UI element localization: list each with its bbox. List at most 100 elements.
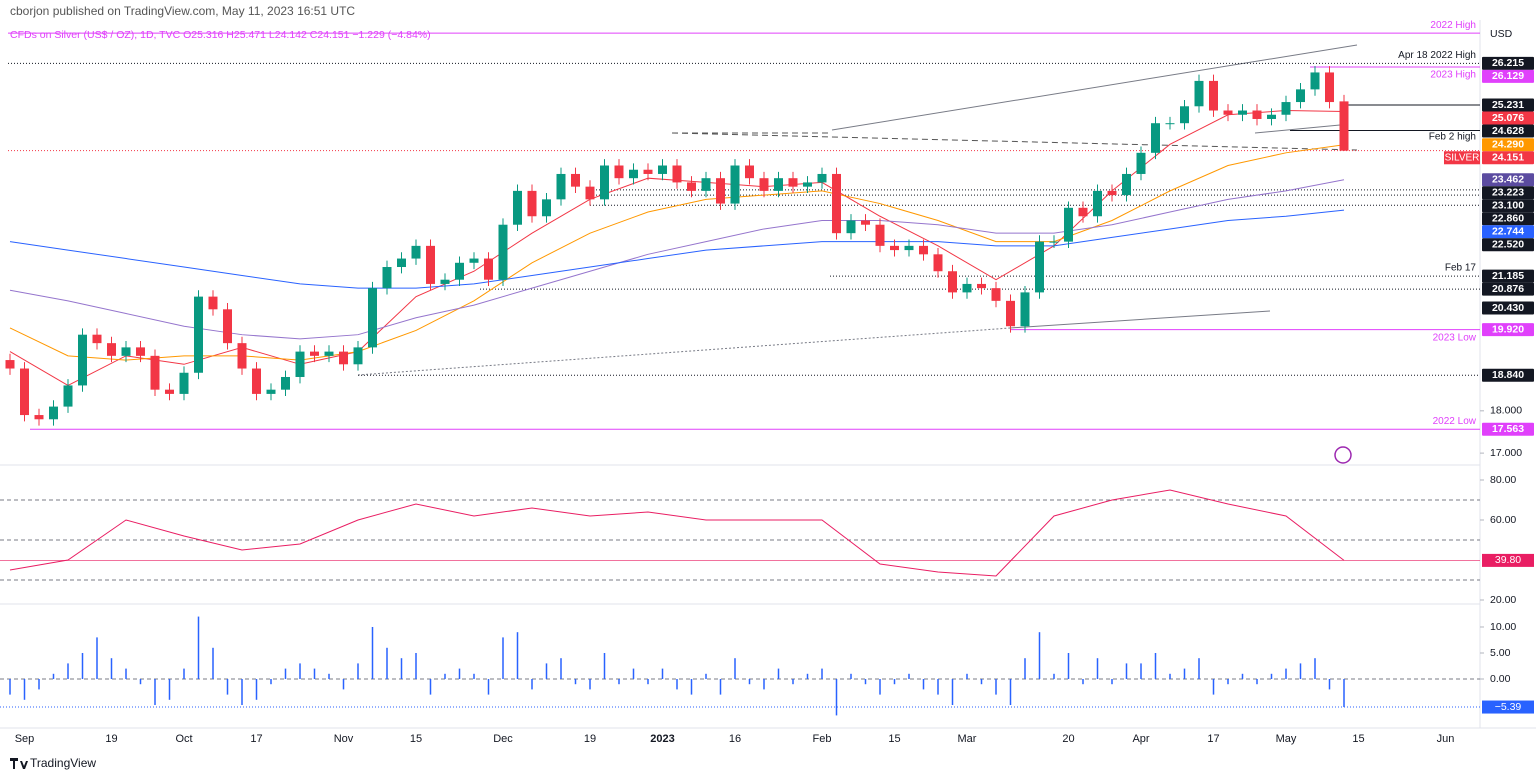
histogram-bar (1270, 673, 1273, 680)
histogram-bar (400, 658, 403, 680)
candle-body (266, 389, 276, 394)
logo (10, 758, 28, 769)
candle-body (237, 343, 247, 369)
candle-body (484, 258, 493, 280)
candle-body (411, 245, 421, 259)
histogram-bar (284, 668, 287, 680)
y-tick-label: 10.00 (1490, 621, 1516, 633)
histogram-bar (676, 679, 678, 690)
price-label: 21.185 (1492, 270, 1524, 282)
level-annotation: 2023 Low (1433, 332, 1477, 343)
price-label-box (1482, 138, 1534, 152)
price-label-box (1482, 422, 1534, 436)
candle-body (933, 254, 943, 272)
candle-body (1020, 292, 1030, 327)
histogram-bar (458, 668, 461, 680)
candle-body (92, 334, 102, 344)
price-label: 26.129 (1492, 70, 1524, 82)
histogram-bar (241, 679, 243, 706)
level-annotation: Apr 18 2022 High (1398, 50, 1476, 61)
histogram-bar (821, 668, 823, 680)
histogram-bar (255, 679, 258, 700)
histogram-bar (705, 673, 707, 680)
price-label-box (1482, 151, 1534, 165)
candle-body (1093, 190, 1102, 217)
price-label-box (1482, 269, 1534, 283)
price-label: 20.430 (1492, 302, 1524, 314)
histogram-bar (980, 679, 983, 685)
x-tick-label: 19 (584, 733, 596, 745)
histogram-bar (1038, 632, 1041, 680)
candle-body (324, 351, 334, 356)
moving-average (9, 144, 1345, 361)
trendline (671, 132, 1358, 151)
histogram-bar (444, 673, 446, 680)
candle-body (281, 376, 290, 390)
candle-body (600, 165, 609, 200)
candle-body (295, 351, 305, 377)
histogram-bar (429, 679, 432, 695)
histogram-bar (415, 652, 417, 680)
candle-body (977, 283, 986, 289)
histogram-bar (661, 668, 664, 680)
histogram-bar (1024, 658, 1026, 680)
candle-body (890, 245, 899, 251)
histogram-bar (792, 679, 794, 685)
candle-body (1310, 72, 1320, 90)
x-tick-label: Sep (15, 733, 35, 745)
hist-value-box (1482, 700, 1534, 714)
candle-body (1151, 123, 1160, 153)
alert-icon[interactable] (1334, 446, 1352, 464)
candle-body (136, 347, 145, 356)
histogram-bar (502, 637, 504, 680)
candle-body (107, 343, 116, 356)
price-label: 23.223 (1492, 187, 1524, 199)
candle-body (1064, 207, 1073, 242)
histogram-bar (313, 668, 316, 680)
y-tick-label: 80.00 (1490, 474, 1516, 486)
candle-body (469, 258, 479, 263)
histogram-bar (342, 679, 345, 690)
candle-body (426, 245, 435, 284)
y-tick-label: 60.00 (1490, 514, 1516, 526)
histogram-bar (1053, 673, 1055, 680)
candle-body (121, 347, 131, 356)
histogram-bar (1009, 679, 1012, 706)
x-tick-label: Nov (334, 733, 354, 745)
histogram-bar (110, 658, 113, 680)
histogram-bar (748, 679, 751, 685)
candle-body (310, 351, 319, 356)
candle-body (1281, 102, 1291, 115)
histogram-bar (168, 679, 171, 700)
candle-body (948, 271, 957, 293)
price-label: 22.520 (1492, 239, 1524, 251)
candle-body (1267, 114, 1276, 119)
histogram-bar (226, 679, 229, 695)
histogram-bar (589, 679, 591, 690)
candle-body (1180, 106, 1189, 124)
x-tick-label: 2023 (650, 733, 674, 745)
candle-body (846, 220, 856, 234)
x-tick-label: May (1276, 733, 1297, 745)
histogram-bar (1082, 679, 1084, 685)
histogram-bar (966, 673, 968, 680)
trendline (1009, 310, 1271, 329)
histogram-bar (618, 679, 620, 685)
histogram-bar (1067, 652, 1070, 680)
y-tick-label: 0.00 (1490, 673, 1511, 685)
x-tick-label: 15 (1352, 733, 1364, 745)
candle-body (63, 385, 73, 407)
price-label: 22.744 (1492, 226, 1524, 238)
candle-body (542, 199, 551, 217)
histogram-bar (1140, 663, 1142, 680)
candle-body (1238, 110, 1247, 115)
rsi-line (9, 489, 1345, 577)
x-tick-label: Feb (813, 733, 832, 745)
candle-body (919, 245, 928, 255)
price-label-box (1482, 199, 1534, 213)
histogram-bar (1285, 668, 1287, 680)
candle-body (165, 389, 174, 394)
candle-body (339, 351, 348, 365)
candle-body (440, 279, 450, 284)
candle-body (1223, 110, 1233, 115)
